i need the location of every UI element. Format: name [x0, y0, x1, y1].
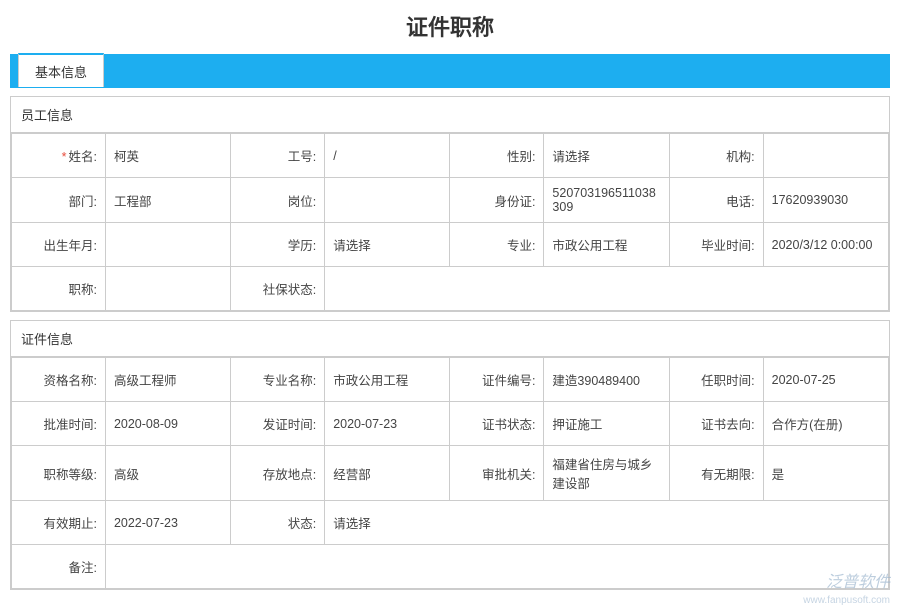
- value-title[interactable]: [105, 267, 230, 311]
- value-status[interactable]: 请选择: [325, 501, 889, 545]
- employee-header: 员工信息: [11, 97, 889, 133]
- label-birth: 出生年月:: [12, 223, 106, 267]
- label-ss: 社保状态:: [231, 267, 325, 311]
- value-nolimit[interactable]: 是: [763, 446, 888, 501]
- value-cstatus[interactable]: 押证施工: [544, 402, 669, 446]
- label-expire: 有效期止:: [12, 501, 106, 545]
- value-issue[interactable]: 2020-07-23: [325, 402, 450, 446]
- label-authority: 审批机关:: [450, 446, 544, 501]
- label-nolimit: 有无期限:: [669, 446, 763, 501]
- label-issue: 发证时间:: [231, 402, 325, 446]
- value-tlevel[interactable]: 高级: [105, 446, 230, 501]
- label-gender: 性别:: [450, 134, 544, 178]
- label-empno: 工号:: [231, 134, 325, 178]
- value-dept[interactable]: 工程部: [105, 178, 230, 223]
- label-name: *姓名:: [12, 134, 106, 178]
- value-certno[interactable]: 建造390489400: [544, 358, 669, 402]
- value-org[interactable]: [763, 134, 888, 178]
- label-apptime: 任职时间:: [669, 358, 763, 402]
- watermark-url: www.fanpusoft.com: [803, 595, 890, 606]
- value-position[interactable]: [325, 178, 450, 223]
- label-gradtime: 毕业时间:: [669, 223, 763, 267]
- label-tlevel: 职称等级:: [12, 446, 106, 501]
- value-qual[interactable]: 高级工程师: [105, 358, 230, 402]
- label-cdest: 证书去向:: [669, 402, 763, 446]
- value-empno[interactable]: /: [325, 134, 450, 178]
- value-apptime[interactable]: 2020-07-25: [763, 358, 888, 402]
- label-position: 岗位:: [231, 178, 325, 223]
- cert-section: 证件信息 资格名称: 高级工程师 专业名称: 市政公用工程 证件编号: 建造39…: [10, 320, 890, 590]
- tab-basic-info[interactable]: 基本信息: [18, 53, 104, 87]
- label-phone: 电话:: [669, 178, 763, 223]
- value-edu[interactable]: 请选择: [325, 223, 450, 267]
- value-name[interactable]: 柯英: [105, 134, 230, 178]
- value-storage[interactable]: 经营部: [325, 446, 450, 501]
- value-approve[interactable]: 2020-08-09: [105, 402, 230, 446]
- value-gradtime[interactable]: 2020/3/12 0:00:00: [763, 223, 888, 267]
- label-status: 状态:: [231, 501, 325, 545]
- label-title: 职称:: [12, 267, 106, 311]
- label-prof: 专业名称:: [231, 358, 325, 402]
- value-phone[interactable]: 17620939030: [763, 178, 888, 223]
- tab-bar: 基本信息: [10, 54, 890, 88]
- label-storage: 存放地点:: [231, 446, 325, 501]
- value-idcard[interactable]: 520703196511038309: [544, 178, 669, 223]
- label-edu: 学历:: [231, 223, 325, 267]
- value-prof[interactable]: 市政公用工程: [325, 358, 450, 402]
- cert-table: 资格名称: 高级工程师 专业名称: 市政公用工程 证件编号: 建造3904894…: [11, 357, 889, 589]
- value-authority[interactable]: 福建省住房与城乡建设部: [544, 446, 669, 501]
- label-certno: 证件编号:: [450, 358, 544, 402]
- label-dept: 部门:: [12, 178, 106, 223]
- employee-table: *姓名: 柯英 工号: / 性别: 请选择 机构: 部门: 工程部 岗位: 身份…: [11, 133, 889, 311]
- value-remark[interactable]: [105, 545, 888, 589]
- label-name-text: 姓名:: [68, 150, 96, 164]
- value-gender[interactable]: 请选择: [544, 134, 669, 178]
- label-approve: 批准时间:: [12, 402, 106, 446]
- cert-header: 证件信息: [11, 321, 889, 357]
- value-cdest[interactable]: 合作方(在册): [763, 402, 888, 446]
- label-major: 专业:: [450, 223, 544, 267]
- value-expire[interactable]: 2022-07-23: [105, 501, 230, 545]
- value-ss[interactable]: [325, 267, 889, 311]
- page-title: 证件职称: [0, 0, 900, 54]
- value-major[interactable]: 市政公用工程: [544, 223, 669, 267]
- label-remark: 备注:: [12, 545, 106, 589]
- label-qual: 资格名称:: [12, 358, 106, 402]
- label-idcard: 身份证:: [450, 178, 544, 223]
- employee-section: 员工信息 *姓名: 柯英 工号: / 性别: 请选择 机构: 部门: 工程部 岗…: [10, 96, 890, 312]
- label-org: 机构:: [669, 134, 763, 178]
- label-cstatus: 证书状态:: [450, 402, 544, 446]
- value-birth[interactable]: [105, 223, 230, 267]
